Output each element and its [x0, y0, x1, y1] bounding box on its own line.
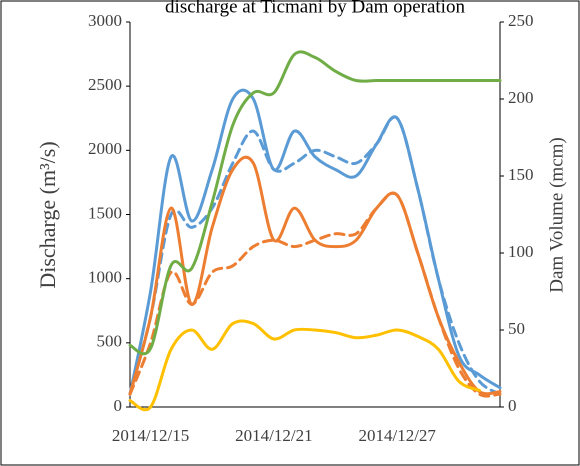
y-tick-label: 500	[97, 332, 123, 351]
chart-title: discharge at Ticmani by Dam operation	[165, 0, 465, 17]
x-tick-label: 2014/12/21	[235, 426, 312, 445]
y-axis-label: Discharge (m³/s)	[35, 141, 60, 288]
y2-tick-label: 100	[508, 242, 534, 261]
y2-tick-label: 200	[508, 88, 534, 107]
x-tick-label: 2014/12/27	[358, 426, 436, 445]
y-tick-label: 1500	[88, 203, 122, 222]
y-tick-label: 0	[114, 396, 123, 415]
series-line	[128, 115, 502, 396]
y2-tick-label: 0	[508, 396, 517, 415]
y-tick-label: 2000	[88, 139, 122, 158]
x-tick-label: 2014/12/15	[112, 426, 189, 445]
y-tick-label: 3000	[88, 11, 122, 30]
y2-tick-label: 50	[508, 319, 525, 338]
y-tick-label: 1000	[88, 268, 122, 287]
y2-tick-label: 150	[508, 165, 534, 184]
series-line	[128, 191, 502, 398]
series-line	[128, 319, 481, 412]
y2-axis-label: Dam Volume (mcm)	[546, 137, 567, 293]
y-tick-label: 2500	[88, 75, 122, 94]
series-line	[128, 50, 502, 356]
y2-tick-label: 250	[508, 11, 534, 30]
